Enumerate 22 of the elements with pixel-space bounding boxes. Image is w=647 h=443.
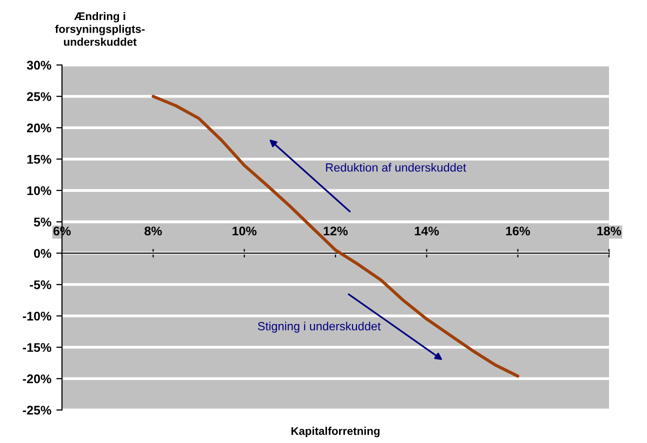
x-tick-label: 14% [414,226,439,236]
y-tick-label: 0% [34,248,52,258]
annotation: Reduktion af underskuddet [326,163,466,172]
x-tick-label: 12% [324,226,348,236]
y-axis-title: Ændring i forsyningspligts- underskuddet [55,12,145,46]
annotation: Stigning i underskuddet [258,322,381,333]
y-tick-label: 10% [27,186,52,196]
y-tick-label: 20% [27,124,52,132]
x-axis-title: Kapitalforretning [291,426,380,438]
y-tick-label: -5% [30,280,52,290]
y-tick-label: -25% [22,406,52,415]
y-tick-label: 5% [34,218,52,226]
y-tick-label: 30% [26,60,52,70]
y-tick-label: 25% [27,92,52,102]
y-tick-label: 15% [27,154,52,164]
x-tick-label: 18% [597,226,622,236]
x-tick-label: 10% [232,226,257,236]
y-tick-label: -20% [22,374,52,384]
y-tick-label: -15% [22,343,52,352]
x-tick-label: 16% [506,226,530,236]
y-tick-label: -10% [22,312,52,321]
x-tick-label: 8% [144,226,162,236]
